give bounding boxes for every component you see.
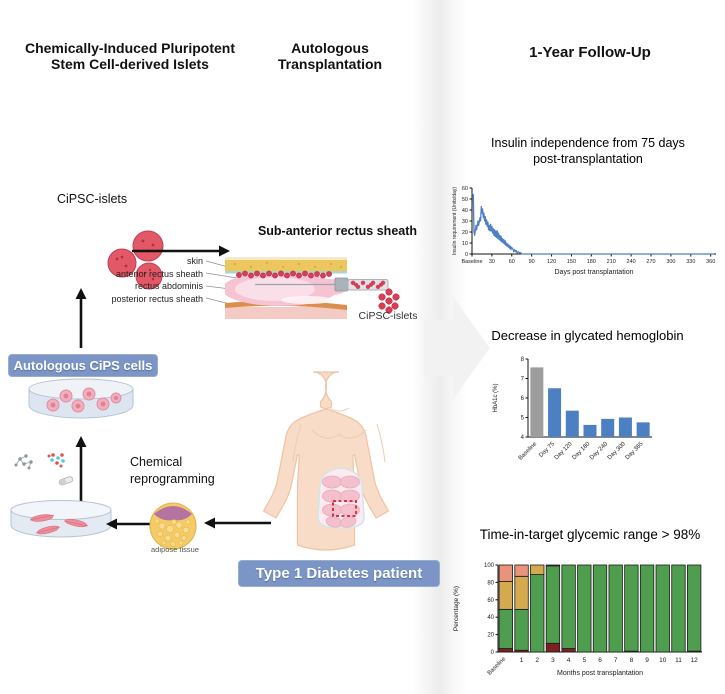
svg-text:Percentage (%): Percentage (%)	[453, 586, 460, 631]
arrow-up-icon	[75, 436, 87, 504]
svg-text:90: 90	[529, 259, 535, 265]
svg-text:5: 5	[521, 416, 525, 422]
svg-text:30: 30	[489, 259, 495, 265]
layer-label-rectus-abdominis: rectus abdominis	[134, 281, 203, 291]
svg-text:12: 12	[691, 657, 699, 664]
islets-label: CiPSC-islets	[358, 310, 418, 322]
left-column-title: Chemically-Induced Pluripotent Stem Cell…	[24, 40, 236, 73]
svg-text:Baseline: Baseline	[518, 441, 539, 462]
rectus-sheath-cross-section	[225, 257, 389, 319]
svg-text:Day 365: Day 365	[625, 441, 646, 462]
insulin-chart-title: Insulin independence from 75 days post-t…	[491, 136, 685, 166]
svg-text:40: 40	[487, 615, 494, 621]
svg-text:60: 60	[509, 259, 515, 265]
patient-body-illustration	[262, 371, 390, 551]
svg-text:Months post transplantation: Months post transplantation	[557, 670, 643, 677]
svg-text:210: 210	[607, 259, 616, 265]
svg-text:0: 0	[491, 650, 495, 656]
svg-text:9: 9	[645, 657, 649, 664]
arrow-right-icon	[132, 245, 230, 257]
time-in-range-chart: 0 20 40 60 80 100 Baseline 1 2 3 4 5 6 7 8 9 10 11 12 Month…	[452, 558, 710, 694]
svg-text:330: 330	[686, 259, 695, 265]
svg-text:Days post transplantation: Days post transplantation	[555, 269, 634, 276]
svg-text:1: 1	[520, 657, 524, 664]
svg-text:Day 120: Day 120	[554, 441, 575, 462]
arrow-left-icon	[204, 517, 271, 529]
time-in-range-chart-title: Time-in-target glycemic range > 98%	[479, 527, 701, 542]
fibroblast-dish-illustration	[10, 500, 112, 538]
svg-text:150: 150	[567, 259, 576, 265]
arrow-left-icon	[106, 518, 150, 530]
svg-text:11: 11	[675, 657, 682, 664]
cipsc-islets-label: CiPSC-islets	[57, 192, 128, 206]
svg-text:2: 2	[535, 657, 539, 664]
svg-text:5: 5	[582, 657, 586, 664]
chemical-reprogramming-label: Chemical reprogramming	[130, 455, 215, 486]
layer-label-posterior-rectus-sheath: posterior rectus sheath	[111, 293, 203, 304]
svg-text:Day 240: Day 240	[589, 441, 610, 462]
svg-text:60: 60	[462, 186, 468, 192]
svg-text:270: 270	[646, 259, 655, 265]
svg-text:100: 100	[484, 563, 495, 569]
svg-text:120: 120	[547, 259, 556, 265]
patient-badge: Type 1 Diabetes patient	[238, 560, 440, 587]
svg-text:8: 8	[521, 357, 525, 363]
right-column-title: 1-Year Follow-Up	[529, 44, 651, 61]
autologous-cips-badge: Autologous CiPS cells	[8, 354, 158, 377]
hba1c-chart-title: Decrease in glycated hemoglobin	[491, 328, 684, 343]
svg-text:3: 3	[551, 657, 555, 664]
cips-cells-dish-illustration	[28, 378, 134, 419]
svg-text:Baseline: Baseline	[487, 656, 508, 677]
svg-text:Insulin requirement (Units/day: Insulin requirement (Units/day)	[452, 187, 458, 255]
svg-text:20: 20	[462, 230, 468, 236]
svg-text:10: 10	[462, 241, 468, 247]
svg-text:Day 300: Day 300	[607, 441, 628, 462]
insulin-chart-svg: 0 10 20 30 40 50 60 Baseline 30 60 90 120 150 180 210 2…	[452, 186, 716, 276]
adipose-tissue-label: adipose tissue	[151, 545, 199, 554]
svg-text:180: 180	[587, 259, 596, 265]
svg-text:7: 7	[614, 657, 618, 664]
site-title: Sub-anterior rectus sheath	[257, 224, 418, 238]
hba1c-chart: 4 5 6 7 8 Baseline Day 75 Day 120 Day 180 Day 240…	[492, 352, 662, 478]
svg-text:HbA1c (%): HbA1c (%)	[493, 383, 499, 412]
svg-text:6: 6	[521, 396, 525, 402]
svg-text:50: 50	[462, 197, 468, 203]
svg-text:80: 80	[487, 580, 494, 586]
svg-text:4: 4	[521, 435, 525, 441]
svg-text:Baseline: Baseline	[461, 259, 482, 265]
islet-cluster-illustration	[107, 230, 164, 290]
svg-text:30: 30	[462, 219, 468, 225]
svg-text:40: 40	[462, 208, 468, 214]
svg-text:60: 60	[487, 598, 494, 604]
svg-text:0: 0	[465, 252, 468, 258]
islet-dots-illustration	[378, 288, 400, 314]
middle-column-title: Autologous Transplantation	[277, 40, 383, 73]
svg-text:10: 10	[659, 657, 667, 664]
svg-text:300: 300	[666, 259, 675, 265]
svg-text:8: 8	[630, 657, 634, 664]
svg-text:Day 180: Day 180	[571, 441, 592, 462]
layer-label-skin: skin	[186, 256, 203, 266]
svg-text:360: 360	[706, 259, 715, 265]
insulin-chart: 0 10 20 30 40 50 60 Baseline 30 60 90 120 150 180 210 2…	[450, 180, 722, 280]
adipose-tissue-illustration	[149, 502, 197, 550]
arrow-up-icon	[75, 288, 87, 348]
svg-text:6: 6	[598, 657, 602, 664]
small-molecules-icon	[14, 453, 74, 486]
svg-text:4: 4	[567, 657, 571, 664]
svg-text:20: 20	[487, 633, 494, 639]
svg-text:7: 7	[521, 377, 525, 383]
layer-label-anterior-rectus-sheath: anterior rectus sheath	[115, 268, 203, 279]
svg-text:240: 240	[627, 259, 636, 265]
